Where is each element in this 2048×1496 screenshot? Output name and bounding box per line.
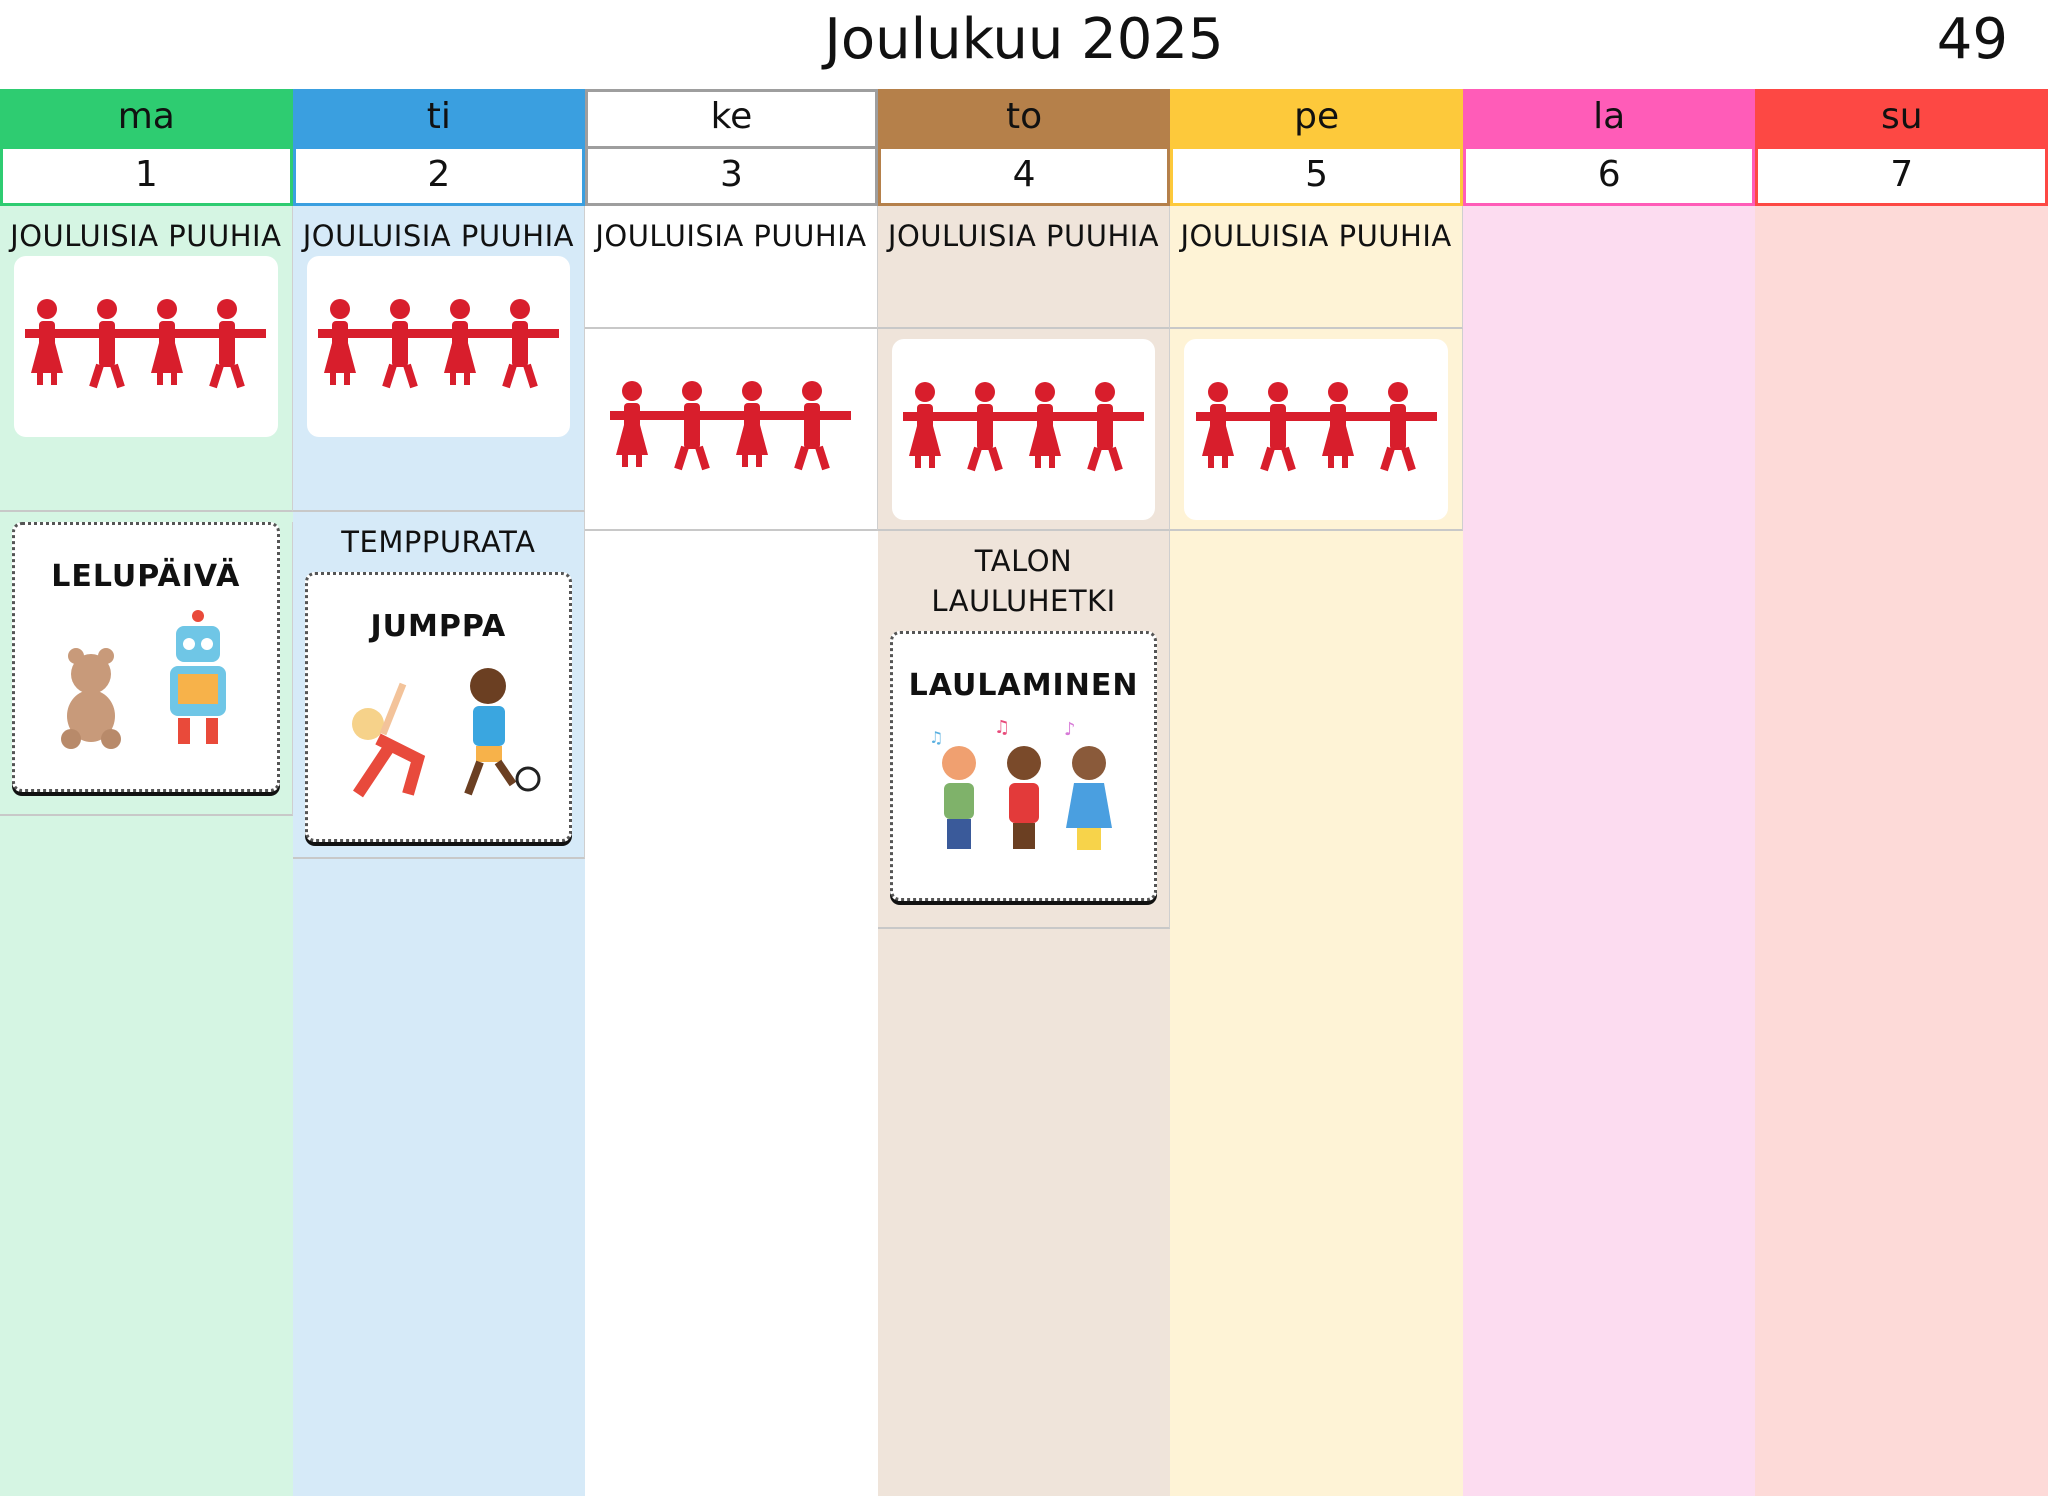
paper-doll-chain-icon	[23, 295, 268, 399]
paper-doll-chain-icon	[316, 295, 561, 399]
paper-doll-chain-icon	[901, 378, 1146, 482]
event-image	[891, 339, 1156, 520]
day-date[interactable]: 6	[1462, 149, 1756, 206]
day-column-su: su 7	[1755, 89, 2048, 1496]
event-image: LELUPÄIVÄ	[12, 522, 280, 792]
day-events: JOULUISIA PUUHIA	[585, 206, 878, 1496]
event-title: JOULUISIA PUUHIA	[10, 219, 282, 253]
event-toy-day[interactable]: LELUPÄIVÄ	[0, 522, 293, 816]
event-title: JOULUISIA PUUHIA	[302, 219, 574, 253]
day-column-la: la 6	[1462, 89, 1756, 1496]
event-christmas[interactable]: JOULUISIA PUUHIA	[877, 206, 1171, 329]
event-image: LAULAMINEN ♫ ♪ ♫	[889, 631, 1158, 901]
paper-doll-chain-icon	[608, 377, 853, 481]
event-title: JOULUISIA PUUHIA	[887, 219, 1160, 253]
svg-text:♫: ♫	[929, 728, 943, 747]
day-name: pe	[1170, 89, 1463, 149]
teddy-robot-icon	[60, 610, 226, 749]
event-christmas[interactable]: JOULUISIA PUUHIA	[292, 206, 586, 512]
day-column-pe: pe 5 JOULUISIA PUUHIA	[1170, 89, 1463, 1496]
day-name: ma	[0, 89, 293, 149]
day-events	[1755, 206, 2048, 1496]
image-label: LELUPÄIVÄ	[51, 559, 241, 594]
image-label: LAULAMINEN	[908, 668, 1139, 703]
svg-text:♪: ♪	[1064, 719, 1076, 740]
day-name: to	[877, 89, 1171, 149]
day-events	[1462, 206, 1756, 1496]
event-obstacle-course[interactable]: TEMPPURATA JUMPPA	[292, 512, 586, 859]
day-date[interactable]: 2	[292, 149, 586, 206]
day-events: JOULUISIA PUUHIA	[1170, 206, 1463, 1496]
event-christmas-image[interactable]	[877, 329, 1171, 531]
event-title: TEMPPURATA	[341, 525, 536, 559]
day-date[interactable]: 4	[877, 149, 1171, 206]
event-title: JOULUISIA PUUHIA	[595, 219, 867, 253]
day-name: la	[1462, 89, 1756, 149]
day-events: JOULUISIA PUUHIA TEMPPURATA JUMPPA	[292, 206, 586, 1496]
day-events: JOULUISIA PUUHIA TALON LAULUHETKI LAULAM…	[877, 206, 1171, 1496]
event-christmas[interactable]: JOULUISIA PUUHIA	[0, 206, 293, 512]
event-christmas-image[interactable]	[585, 329, 878, 531]
day-name: ti	[292, 89, 586, 149]
event-image	[14, 256, 278, 437]
page-title: Joulukuu 2025	[824, 7, 1224, 72]
event-christmas[interactable]: JOULUISIA PUUHIA	[585, 206, 878, 329]
day-date[interactable]: 1	[0, 149, 293, 206]
day-name: su	[1755, 89, 2048, 149]
event-image	[1184, 339, 1448, 520]
event-image	[306, 256, 571, 437]
event-image: JUMPPA	[304, 572, 573, 842]
day-date[interactable]: 7	[1755, 149, 2048, 206]
kids-exercise-icon	[352, 668, 541, 798]
svg-text:♫: ♫	[994, 717, 1010, 738]
paper-doll-chain-icon	[1194, 378, 1439, 482]
day-column-ti: ti 2 JOULUISIA PUUHIA TEMPPURATA JUMPPA	[292, 89, 586, 1496]
day-column-to: to 4 JOULUISIA PUUHIA TALON LAULUHETKI L…	[877, 89, 1171, 1496]
day-date[interactable]: 3	[585, 149, 878, 206]
day-events: JOULUISIA PUUHIA LELUPÄIVÄ	[0, 206, 293, 1496]
kids-singing-icon: ♫ ♪ ♫	[929, 717, 1112, 850]
image-label: JUMPPA	[370, 609, 507, 644]
week-number: 49	[1936, 7, 2008, 72]
day-date[interactable]: 5	[1170, 149, 1463, 206]
event-christmas[interactable]: JOULUISIA PUUHIA	[1170, 206, 1463, 329]
event-christmas-image[interactable]	[1170, 329, 1463, 531]
day-column-ma: ma 1 JOULUISIA PUUHIA LELUPÄIVÄ	[0, 89, 293, 1496]
event-title: JOULUISIA PUUHIA	[1180, 219, 1452, 253]
day-column-ke: ke 3 JOULUISIA PUUHIA	[585, 89, 878, 1496]
event-house-song[interactable]: TALON LAULUHETKI LAULAMINEN ♫ ♪ ♫	[877, 531, 1171, 929]
week-grid: ma 1 JOULUISIA PUUHIA LELUPÄIVÄ	[0, 89, 2048, 1496]
day-name: ke	[585, 89, 878, 149]
event-title: TALON LAULUHETKI	[931, 544, 1116, 618]
